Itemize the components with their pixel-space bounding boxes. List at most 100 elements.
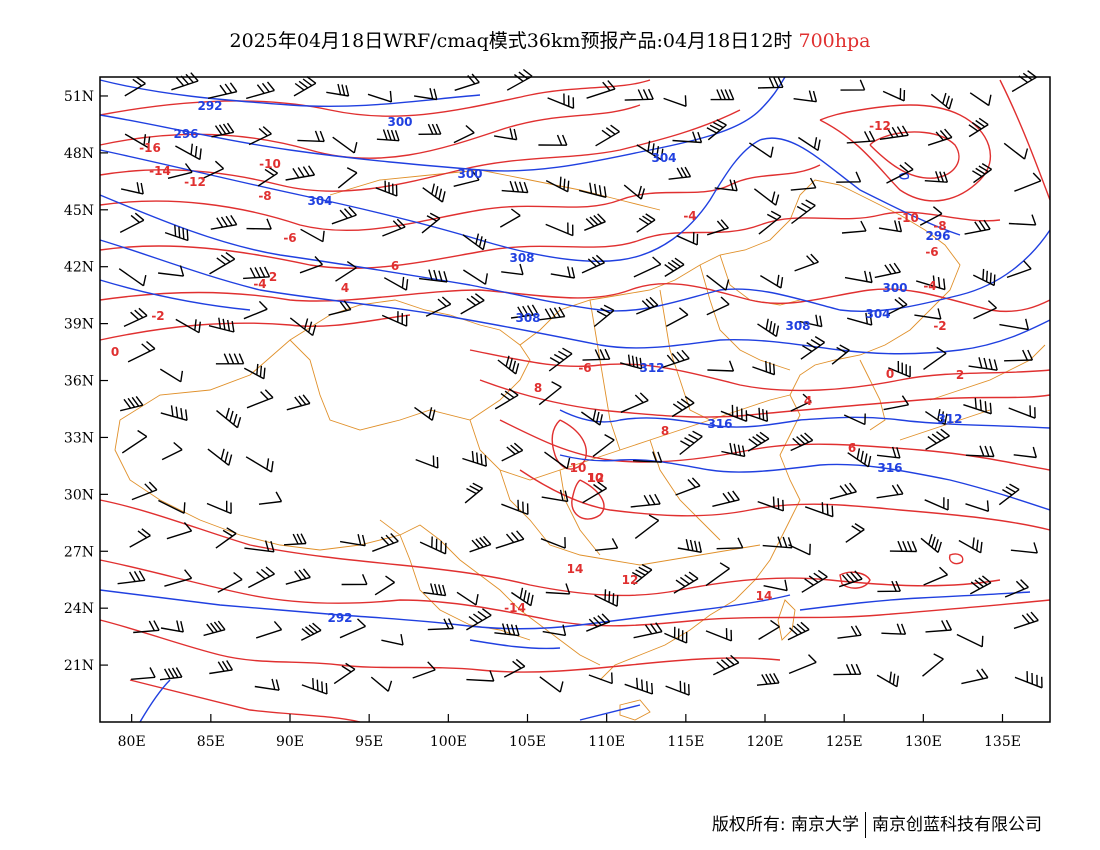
wind-barb [800, 336, 826, 360]
wind-barb [581, 254, 605, 274]
height-label: 296 [925, 229, 950, 243]
height-label: 296 [173, 127, 198, 141]
wind-barb [746, 407, 769, 422]
wind-barb [415, 455, 439, 469]
pressure-level: 700hpa [798, 30, 871, 52]
wind-barb [293, 76, 317, 97]
copyright-right: 南京创蓝科技有限公司 [872, 815, 1042, 835]
height-label: 292 [327, 611, 352, 625]
wind-barb [123, 307, 148, 328]
height-label: 308 [515, 311, 540, 325]
wind-barb [927, 128, 953, 146]
wind-barb [207, 82, 238, 99]
wind-barb [160, 405, 188, 421]
wind-barb [804, 502, 834, 518]
wind-barb [874, 262, 901, 279]
wind-barb [547, 93, 575, 109]
wind-barb [720, 404, 748, 422]
wind-barb [211, 122, 235, 138]
wind-barb [129, 528, 151, 548]
wind-barb [216, 407, 242, 429]
wind-barb [414, 406, 436, 421]
temperature-isotherm [99, 619, 781, 673]
copyright-footer: 版权所有: 南京大学 南京创蓝科技有限公司 [712, 810, 1042, 838]
wind-barb [419, 269, 448, 283]
wind-barb [999, 318, 1029, 331]
wind-barb [964, 219, 991, 235]
temperature-label: -2 [151, 309, 164, 323]
wind-barb [381, 633, 404, 646]
wind-barb [788, 543, 811, 556]
wind-barb [545, 176, 570, 193]
wind-barb [375, 180, 398, 197]
wind-barbs [117, 68, 1043, 696]
wind-barb [545, 583, 571, 595]
wind-barb [843, 413, 866, 426]
wind-barb [972, 268, 996, 287]
wind-barb [956, 633, 984, 648]
wind-barb [623, 184, 646, 200]
wind-barb [586, 613, 611, 632]
x-tick-label: 95E [355, 734, 383, 750]
wind-barb [847, 448, 872, 468]
wind-barb [636, 213, 656, 233]
wind-barb [175, 143, 202, 161]
wind-barb [624, 88, 654, 101]
wind-barb [539, 676, 564, 693]
wind-barb [376, 129, 400, 142]
wind-barb [969, 92, 992, 107]
temperature-label: 14 [756, 589, 773, 603]
wind-barb [208, 317, 235, 333]
wind-barb [427, 618, 454, 631]
wind-barb [540, 537, 566, 549]
wind-barb [175, 318, 201, 334]
wind-barb [538, 134, 568, 146]
wind-barb [158, 499, 186, 514]
wind-barb [961, 668, 989, 685]
wind-barb [493, 128, 518, 141]
y-tick-label: 36N [64, 374, 94, 390]
wind-barb [799, 314, 823, 328]
wind-barb [845, 523, 865, 543]
wind-barb [120, 182, 144, 195]
wind-barb [1014, 671, 1043, 689]
temperature-label: 0 [886, 367, 894, 381]
x-axis-ticks: 80E 85E 90E 95E 100E 105E 110E 115E 120E 125E 130E… [118, 714, 1021, 750]
temperature-label: 8 [534, 381, 542, 395]
temperature-label: -6 [925, 245, 938, 259]
wind-barb [166, 522, 193, 540]
wind-barb [339, 534, 366, 547]
wind-barb [965, 500, 990, 512]
wind-barb [453, 124, 475, 144]
wind-barb [245, 456, 274, 473]
wind-barb [117, 570, 146, 585]
wind-barb [920, 533, 942, 553]
wind-barb [968, 357, 998, 371]
wind-barb [412, 661, 436, 679]
temperature-label: 10 [587, 471, 604, 485]
wind-barb [798, 136, 821, 151]
wind-barb [881, 623, 907, 635]
wind-barb [801, 569, 828, 593]
wind-barb [243, 300, 268, 320]
wind-barb [217, 571, 243, 593]
wind-barb [246, 81, 275, 100]
wind-barb [882, 88, 906, 102]
wind-barb [463, 269, 488, 285]
wind-barb [367, 90, 393, 103]
wind-barb [466, 608, 492, 631]
temperature-label: -6 [283, 231, 296, 245]
wind-barb [501, 263, 524, 276]
wind-barb [425, 296, 452, 317]
wind-barb [841, 220, 867, 234]
wind-barb [511, 587, 534, 607]
wind-barb [257, 166, 278, 187]
wind-barb [753, 188, 780, 206]
wind-barb [381, 311, 408, 327]
wind-barb [878, 220, 903, 233]
wind-barb [886, 161, 914, 184]
temperature-isotherm [99, 164, 821, 232]
wind-barb [593, 304, 615, 328]
temperature-label: 0 [111, 345, 119, 359]
